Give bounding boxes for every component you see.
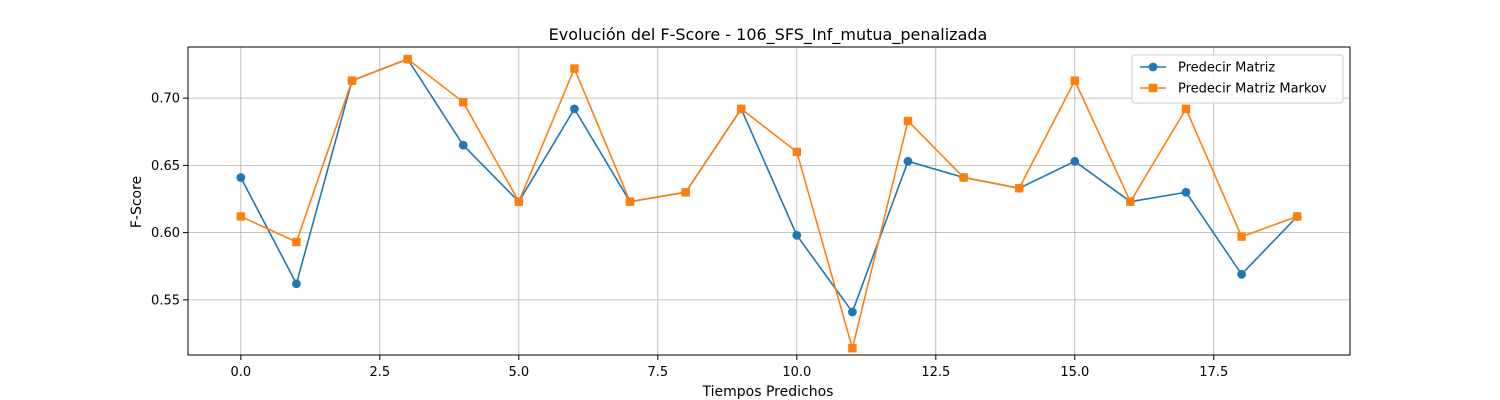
x-tick-label: 15.0 bbox=[1060, 365, 1089, 380]
x-tick-label: 17.5 bbox=[1199, 365, 1228, 380]
data-point bbox=[292, 279, 301, 289]
data-point bbox=[458, 140, 468, 150]
legend-marker bbox=[1148, 83, 1158, 93]
tick-layer: 0.0 2.5 5.0 7.5 10.0 12.5 15.0 17.5 0.55 0.60 0.65… bbox=[151, 92, 1228, 380]
series-layer bbox=[236, 54, 1302, 353]
data-point bbox=[1070, 76, 1079, 85]
data-point bbox=[459, 97, 468, 107]
data-point bbox=[1126, 197, 1135, 206]
data-point bbox=[737, 104, 746, 114]
legend-box bbox=[1131, 54, 1344, 104]
data-point bbox=[847, 307, 857, 317]
legend-item: Predecir Matriz bbox=[1140, 61, 1275, 76]
legend-label: Predecir Matriz Markov bbox=[1178, 82, 1327, 97]
legend-marker bbox=[1148, 62, 1158, 72]
y-tick-label: 0.70 bbox=[151, 92, 180, 107]
series-2 bbox=[236, 54, 1302, 353]
data-point bbox=[292, 237, 301, 247]
data-point bbox=[1292, 212, 1302, 221]
data-point bbox=[236, 173, 246, 182]
series-line bbox=[240, 58, 1298, 350]
data-point bbox=[1181, 187, 1191, 197]
data-point bbox=[1237, 269, 1246, 279]
y-axis-label: F-Score bbox=[129, 176, 145, 228]
data-point bbox=[792, 147, 801, 157]
data-point bbox=[848, 344, 857, 353]
data-point bbox=[514, 197, 524, 206]
legend: Predecir Matriz Predecir Matriz Markov bbox=[1131, 54, 1344, 104]
chart-title: Evolución del F-Score - 106_SFS_Inf_mutu… bbox=[549, 25, 988, 45]
data-point bbox=[236, 212, 246, 221]
legend-label: Predecir Matriz bbox=[1178, 61, 1275, 76]
data-point bbox=[903, 116, 913, 126]
x-tick-label: 7.5 bbox=[647, 365, 668, 380]
data-point bbox=[570, 104, 579, 114]
plot-frame bbox=[187, 46, 1351, 356]
x-tick-label: 10.0 bbox=[782, 365, 811, 380]
x-tick-label: 2.5 bbox=[369, 365, 390, 380]
x-tick-label: 12.5 bbox=[921, 365, 950, 380]
data-point bbox=[1014, 184, 1024, 193]
x-tick-label: 5.0 bbox=[508, 365, 529, 380]
data-point bbox=[347, 76, 357, 85]
data-point bbox=[1237, 232, 1246, 241]
data-point bbox=[959, 173, 968, 182]
data-point bbox=[1181, 104, 1191, 114]
y-tick-label: 0.60 bbox=[151, 226, 180, 241]
data-point bbox=[625, 197, 635, 206]
y-tick-label: 0.65 bbox=[151, 159, 180, 174]
data-point bbox=[903, 156, 913, 166]
legend-item: Predecir Matriz Markov bbox=[1140, 82, 1327, 97]
data-point bbox=[681, 188, 690, 197]
x-tick-label: 0.0 bbox=[230, 365, 251, 380]
data-point bbox=[570, 64, 579, 73]
series-line bbox=[240, 58, 1298, 313]
y-tick-label: 0.55 bbox=[151, 293, 180, 308]
data-point bbox=[1070, 156, 1080, 166]
data-point bbox=[792, 230, 802, 240]
data-point bbox=[403, 54, 412, 64]
x-axis-label: Tiempos Predichos bbox=[702, 384, 834, 400]
